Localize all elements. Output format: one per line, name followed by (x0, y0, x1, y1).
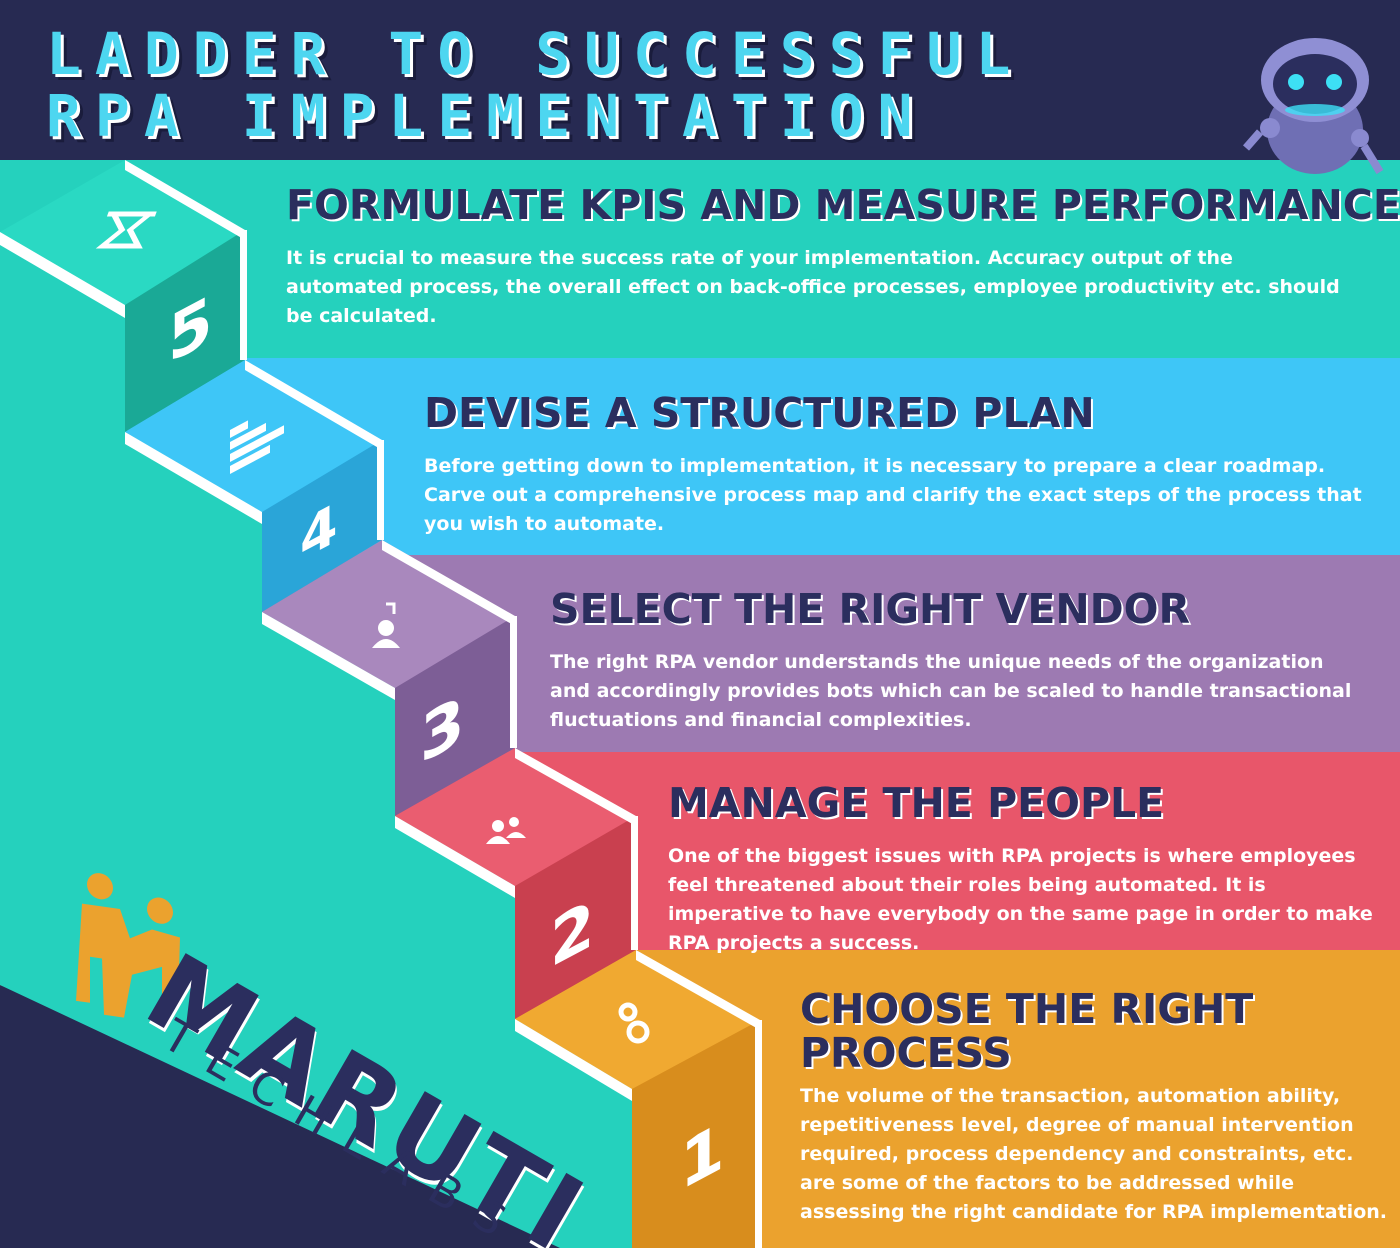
step-5-description: It is crucial to measure the success rat… (286, 247, 1340, 327)
step-4-heading: DEVISE A STRUCTURED PLAN (424, 389, 1095, 437)
step-2-description: One of the biggest issues with RPA proje… (668, 845, 1373, 954)
page-title-line-1: LADDER TO SUCCESSFUL (46, 20, 1025, 88)
roadmap-icon (230, 420, 284, 474)
page-title-line-2: RPA IMPLEMENTATION (46, 82, 927, 150)
robot-icon (1242, 38, 1384, 175)
gears-icon (618, 1002, 650, 1044)
step-4-description: Before getting down to implementation, i… (424, 455, 1362, 535)
step-1-description: The volume of the transaction, automatio… (800, 1085, 1387, 1223)
step-1-heading-line-2: PROCESS (800, 1029, 1012, 1077)
step-3-description: The right RPA vendor understands the uni… (550, 651, 1352, 731)
step-1-heading-line-1: CHOOSE THE RIGHT (800, 985, 1254, 1033)
maruti-logo-mark (76, 873, 180, 1018)
vendor-icon (372, 602, 400, 648)
people-icon (486, 817, 526, 844)
hourglass-icon (95, 211, 157, 249)
step-2-heading: MANAGE THE PEOPLE (668, 779, 1165, 827)
step-3-heading: SELECT THE RIGHT VENDOR (550, 585, 1191, 633)
step-5-heading: FORMULATE KPIS AND MEASURE PERFORMANCE (286, 181, 1400, 229)
